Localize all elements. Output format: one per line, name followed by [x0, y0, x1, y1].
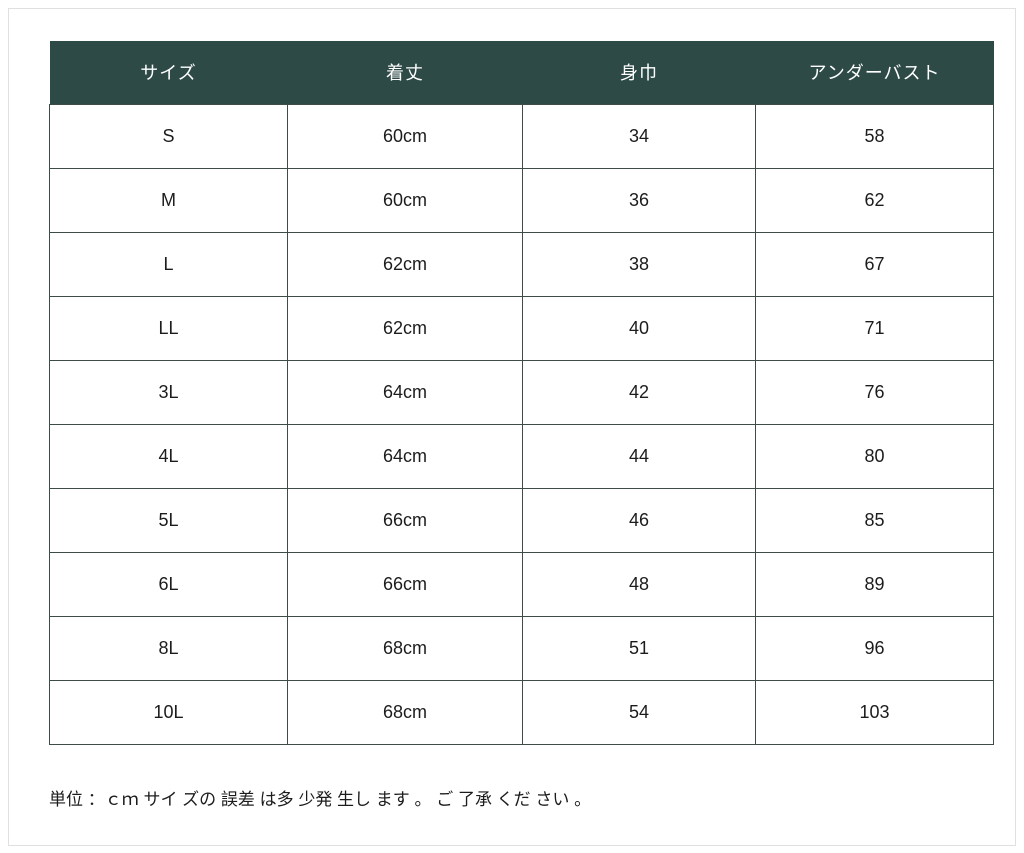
cell-length: 64cm [287, 423, 523, 489]
cell-length: 62cm [287, 231, 523, 297]
cell-width: 44 [522, 423, 756, 489]
cell-length: 68cm [287, 615, 523, 681]
cell-length: 66cm [287, 551, 523, 617]
table-body: S 60cm 34 58 M 60cm 36 62 L 62cm 38 67 L… [49, 103, 994, 745]
header-row: サイズ 着丈 身巾 アンダーバスト [49, 41, 994, 104]
size-chart-table: サイズ 着丈 身巾 アンダーバスト S 60cm 34 58 M 60cm 36… [49, 41, 994, 745]
cell-size: 4L [49, 423, 288, 489]
column-header-underbust: アンダーバスト [755, 41, 994, 104]
column-header-width: 身巾 [522, 41, 756, 104]
cell-underbust: 80 [755, 423, 994, 489]
cell-width: 38 [522, 231, 756, 297]
page-frame: サイズ 着丈 身巾 アンダーバスト S 60cm 34 58 M 60cm 36… [8, 8, 1016, 846]
cell-length: 62cm [287, 295, 523, 361]
cell-size: 10L [49, 679, 288, 745]
cell-underbust: 67 [755, 231, 994, 297]
table-row: LL 62cm 40 71 [49, 295, 994, 361]
table-row: L 62cm 38 67 [49, 231, 994, 297]
cell-underbust: 89 [755, 551, 994, 617]
cell-length: 66cm [287, 487, 523, 553]
table-row: 10L 68cm 54 103 [49, 679, 994, 745]
cell-width: 46 [522, 487, 756, 553]
cell-underbust: 71 [755, 295, 994, 361]
cell-length: 60cm [287, 167, 523, 233]
cell-width: 36 [522, 167, 756, 233]
cell-size: LL [49, 295, 288, 361]
cell-size: 8L [49, 615, 288, 681]
cell-width: 48 [522, 551, 756, 617]
cell-size: 6L [49, 551, 288, 617]
cell-length: 60cm [287, 103, 523, 169]
table-row: M 60cm 36 62 [49, 167, 994, 233]
cell-width: 40 [522, 295, 756, 361]
table-row: 5L 66cm 46 85 [49, 487, 994, 553]
cell-width: 34 [522, 103, 756, 169]
cell-underbust: 62 [755, 167, 994, 233]
table-header: サイズ 着丈 身巾 アンダーバスト [49, 41, 994, 104]
cell-underbust: 103 [755, 679, 994, 745]
cell-width: 54 [522, 679, 756, 745]
cell-length: 68cm [287, 679, 523, 745]
cell-width: 42 [522, 359, 756, 425]
cell-size: M [49, 167, 288, 233]
cell-size: 3L [49, 359, 288, 425]
cell-width: 51 [522, 615, 756, 681]
table-row: 3L 64cm 42 76 [49, 359, 994, 425]
column-header-length: 着丈 [287, 41, 523, 104]
cell-underbust: 85 [755, 487, 994, 553]
cell-size: 5L [49, 487, 288, 553]
table-row: 4L 64cm 44 80 [49, 423, 994, 489]
unit-note: 単位 ：ｃｍ サイ ズの 誤差 は多 少発 生し ます 。 ご 了承 くだ さい… [49, 790, 592, 809]
column-header-size: サイズ [49, 41, 288, 104]
cell-underbust: 96 [755, 615, 994, 681]
cell-length: 64cm [287, 359, 523, 425]
table-row: 6L 66cm 48 89 [49, 551, 994, 617]
table-row: S 60cm 34 58 [49, 103, 994, 169]
cell-size: L [49, 231, 288, 297]
cell-underbust: 76 [755, 359, 994, 425]
table-row: 8L 68cm 51 96 [49, 615, 994, 681]
cell-underbust: 58 [755, 103, 994, 169]
cell-size: S [49, 103, 288, 169]
